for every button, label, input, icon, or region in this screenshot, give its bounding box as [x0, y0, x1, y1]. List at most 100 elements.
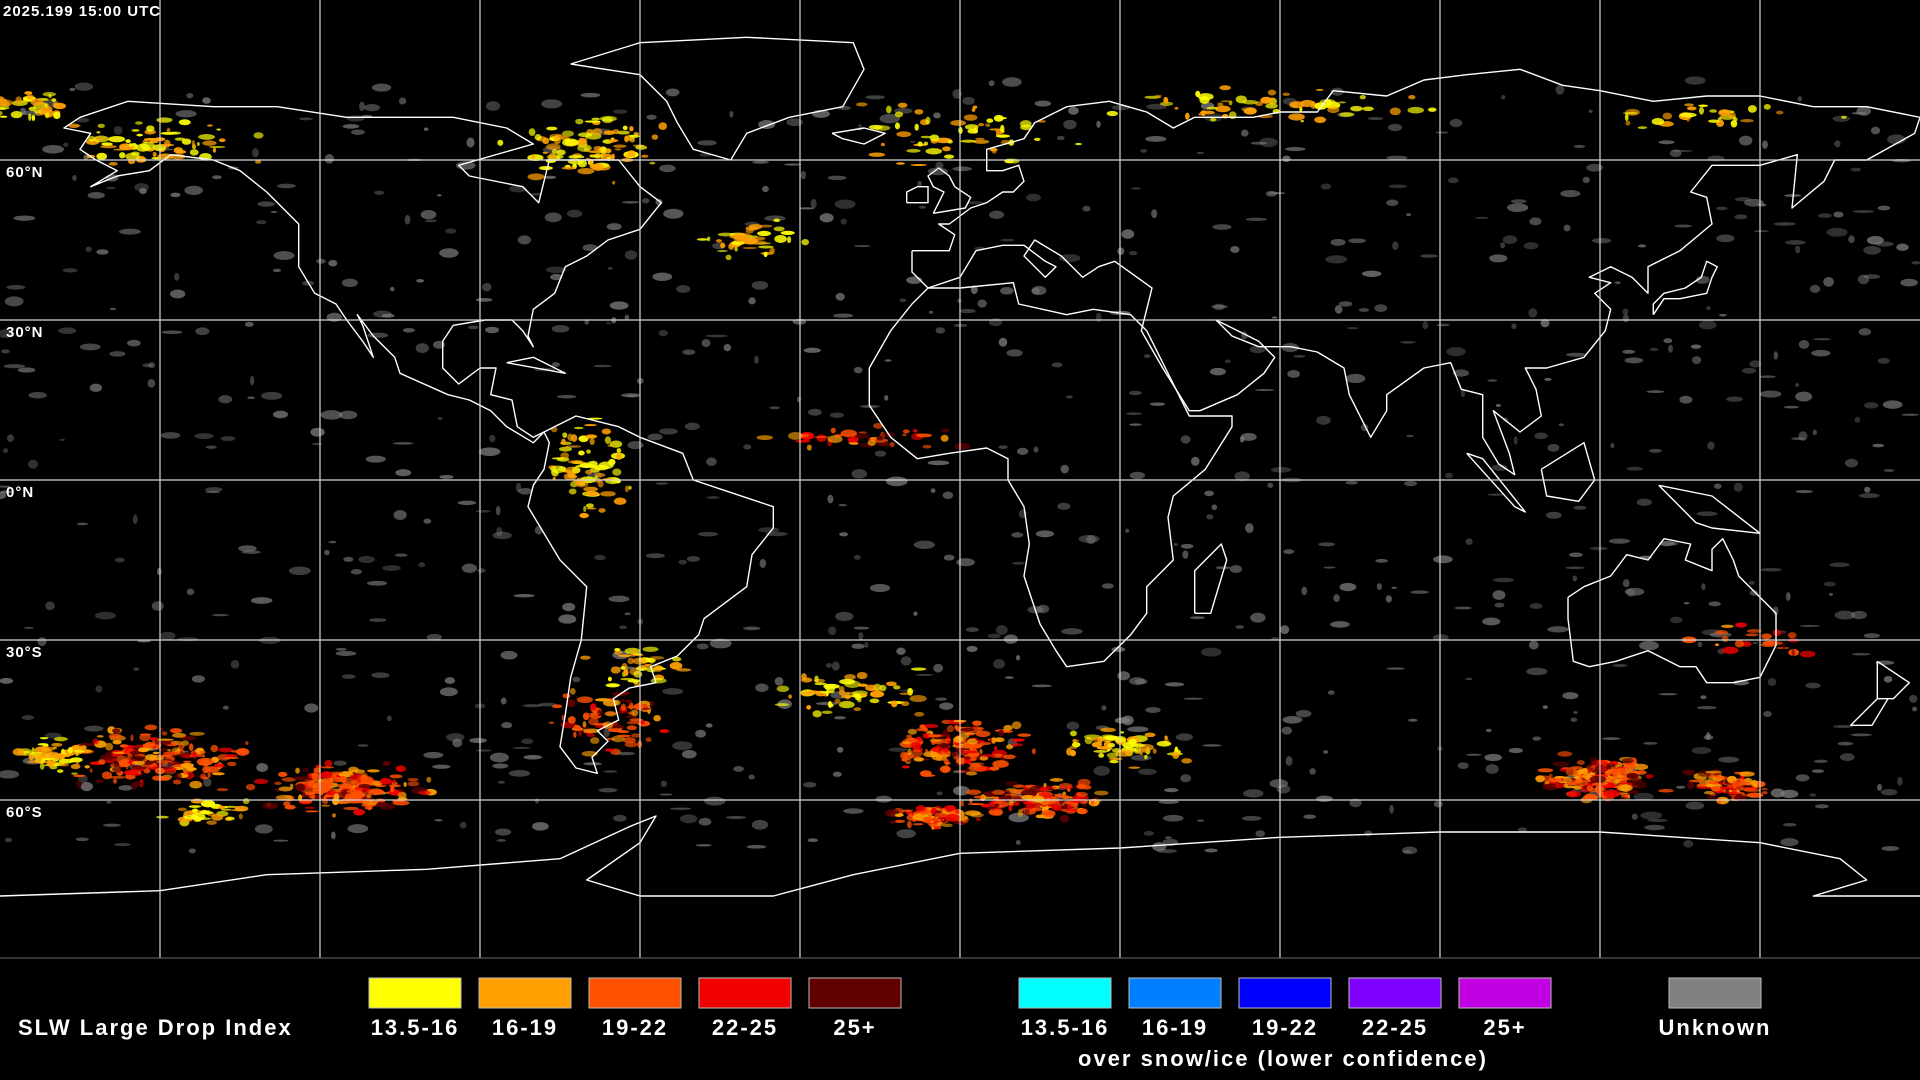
- cloud: [1568, 552, 1583, 558]
- cloud: [1663, 338, 1673, 344]
- cloud: [1091, 798, 1095, 807]
- cloud: [305, 810, 319, 813]
- cloud: [972, 105, 978, 109]
- cloud: [108, 733, 123, 739]
- cloud: [394, 553, 408, 557]
- cloud: [1117, 749, 1135, 753]
- cloud: [1260, 96, 1273, 104]
- cloud: [130, 734, 134, 742]
- cloud: [1763, 711, 1772, 717]
- cloud: [1269, 779, 1288, 788]
- cloud: [116, 755, 129, 764]
- cloud: [868, 124, 883, 130]
- cloud: [144, 724, 158, 731]
- cloud: [1014, 802, 1020, 806]
- cloud: [151, 601, 164, 611]
- cloud: [222, 705, 229, 710]
- cloud: [1235, 625, 1245, 629]
- cloud: [590, 703, 597, 711]
- cloud: [934, 812, 948, 817]
- cloud: [840, 218, 847, 225]
- cloud: [1588, 109, 1593, 113]
- cloud: [1138, 768, 1157, 775]
- cloud: [1003, 634, 1019, 644]
- cloud: [85, 246, 92, 252]
- cloud: [900, 809, 914, 813]
- cloud: [843, 808, 864, 814]
- cloud: [119, 152, 126, 159]
- cloud: [245, 741, 249, 745]
- cloud: [1734, 214, 1748, 220]
- cloud: [896, 647, 906, 655]
- cloud: [1190, 456, 1200, 466]
- cloud: [1338, 101, 1347, 104]
- cloud: [379, 803, 396, 810]
- cloud: [1494, 602, 1505, 608]
- cloud: [317, 785, 330, 793]
- cloud: [965, 771, 978, 776]
- cloud: [1834, 140, 1841, 148]
- cloud: [1773, 351, 1779, 360]
- cloud: [1031, 287, 1041, 295]
- cloud: [1508, 747, 1523, 754]
- cloud: [909, 695, 927, 703]
- cloud: [1271, 316, 1278, 319]
- cloud: [1149, 402, 1166, 406]
- cloud: [659, 428, 678, 435]
- cloud: [1041, 809, 1056, 818]
- cloud: [951, 751, 956, 758]
- cloud: [1183, 697, 1204, 700]
- cloud: [132, 780, 145, 787]
- cloud: [485, 326, 500, 334]
- cloud: [810, 198, 817, 209]
- cloud: [1759, 390, 1782, 398]
- cloud: [181, 740, 190, 746]
- cloud: [45, 601, 55, 611]
- cloud: [226, 816, 235, 821]
- cloud: [578, 450, 585, 456]
- cloud: [76, 780, 82, 788]
- cloud: [1224, 359, 1231, 364]
- cloud: [958, 308, 976, 314]
- cloud: [1739, 771, 1755, 777]
- cloud: [582, 721, 587, 728]
- cloud: [1406, 213, 1412, 217]
- cloud: [953, 736, 964, 743]
- cloud: [44, 732, 62, 739]
- cloud: [1557, 751, 1573, 757]
- cloud: [649, 700, 654, 707]
- cloud: [135, 143, 151, 152]
- cloud: [1345, 373, 1366, 384]
- cloud: [1009, 789, 1024, 795]
- cloud: [137, 639, 151, 643]
- cloud: [1283, 549, 1295, 555]
- cloud: [875, 795, 892, 803]
- cloud: [159, 747, 169, 752]
- cloud: [600, 491, 616, 497]
- cloud: [1698, 320, 1717, 330]
- cloud: [1749, 589, 1758, 596]
- cloud: [1487, 379, 1498, 382]
- cloud: [577, 167, 595, 175]
- cloud: [954, 442, 970, 450]
- cloud: [1323, 566, 1336, 569]
- cloud: [175, 110, 197, 118]
- cloud: [366, 769, 380, 773]
- cloud: [169, 728, 183, 734]
- cloud: [1204, 490, 1214, 497]
- cloud: [1854, 416, 1861, 423]
- cloud: [733, 766, 744, 772]
- cloud: [304, 806, 315, 809]
- cloud: [931, 746, 943, 753]
- cloud: [1391, 586, 1398, 589]
- cloud: [616, 130, 630, 135]
- cloud: [92, 738, 99, 745]
- cloud: [751, 819, 769, 830]
- cloud: [807, 408, 822, 416]
- cloud: [885, 476, 908, 487]
- cloud: [573, 426, 584, 430]
- cloud: [923, 141, 929, 146]
- cloud: [889, 820, 896, 824]
- legend-swatch: [1348, 977, 1442, 1009]
- cloud: [1134, 678, 1148, 685]
